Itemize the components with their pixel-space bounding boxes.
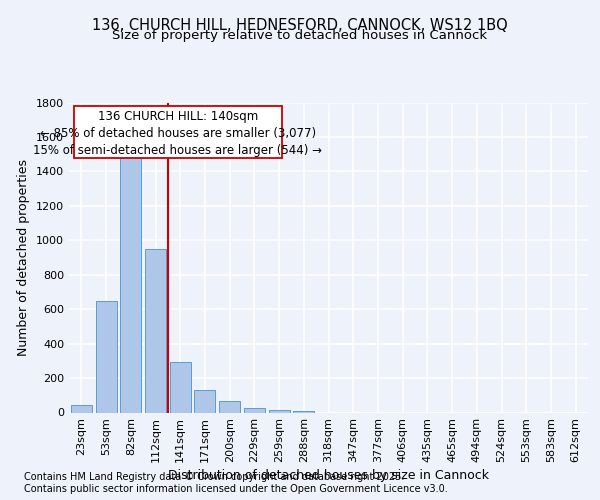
- Bar: [95, 300, 116, 412]
- FancyBboxPatch shape: [74, 106, 282, 158]
- X-axis label: Distribution of detached houses by size in Cannock: Distribution of detached houses by size …: [168, 470, 489, 482]
- Bar: [120, 154, 141, 412]
- Y-axis label: Number of detached properties: Number of detached properties: [17, 159, 31, 356]
- Text: 136 CHURCH HILL: 140sqm: 136 CHURCH HILL: 140sqm: [98, 110, 258, 124]
- Text: 136, CHURCH HILL, HEDNESFORD, CANNOCK, WS12 1BQ: 136, CHURCH HILL, HEDNESFORD, CANNOCK, W…: [92, 18, 508, 32]
- Text: Size of property relative to detached houses in Cannock: Size of property relative to detached ho…: [112, 29, 488, 42]
- Bar: [293, 411, 314, 412]
- Text: ← 85% of detached houses are smaller (3,077): ← 85% of detached houses are smaller (3,…: [40, 128, 316, 140]
- Bar: [194, 390, 215, 412]
- Text: Contains public sector information licensed under the Open Government Licence v3: Contains public sector information licen…: [24, 484, 448, 494]
- Text: 15% of semi-detached houses are larger (544) →: 15% of semi-detached houses are larger (…: [34, 144, 322, 158]
- Bar: [244, 408, 265, 412]
- Bar: [269, 410, 290, 412]
- Bar: [145, 249, 166, 412]
- Bar: [219, 402, 240, 412]
- Text: Contains HM Land Registry data © Crown copyright and database right 2025.: Contains HM Land Registry data © Crown c…: [24, 472, 404, 482]
- Bar: [71, 405, 92, 412]
- Bar: [170, 362, 191, 412]
